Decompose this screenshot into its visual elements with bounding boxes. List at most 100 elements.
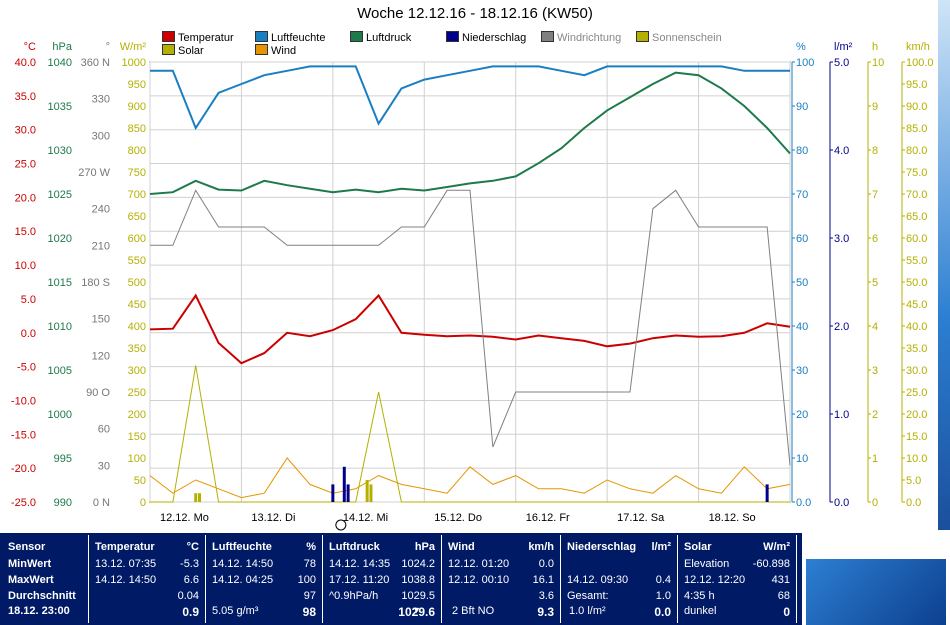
sunshine-axis-unit: h bbox=[872, 41, 878, 53]
column-divider bbox=[560, 535, 561, 623]
trend-down-icon: ▼ bbox=[412, 605, 421, 615]
legend-windrichtung: Windrichtung bbox=[541, 31, 621, 44]
pressure-tick-label: 995 bbox=[54, 453, 72, 465]
temperature-tick-label: 0.0 bbox=[21, 328, 36, 340]
wind-axis-unit: km/h bbox=[906, 41, 930, 53]
pressure-min: 1024.2 bbox=[401, 558, 435, 570]
temperature-tick-label: 30.0 bbox=[15, 125, 36, 137]
wind-tick-label: 15.0 bbox=[906, 431, 927, 443]
humidity-max: 100 bbox=[297, 574, 316, 586]
sunshine-tick-label: 1 bbox=[872, 453, 878, 465]
wind-header: Wind bbox=[448, 541, 475, 553]
temperature-tick-label: 35.0 bbox=[15, 91, 36, 103]
humidity-tick-label: 80 bbox=[796, 145, 808, 157]
humidity-tick-label: 20 bbox=[796, 409, 808, 421]
pressure-tick-label: 1035 bbox=[48, 101, 72, 113]
wind-min: 0.0 bbox=[538, 558, 554, 570]
humidity-tick-label: 0.0 bbox=[796, 497, 811, 509]
x-tick-label: 16.12. Fr bbox=[526, 512, 570, 524]
solar-column: Solar W/m² Elevation -60.898 12.12. 12:2… bbox=[678, 533, 796, 625]
column-divider bbox=[796, 535, 797, 623]
wind_direction-tick-label: 300 bbox=[92, 130, 110, 142]
rain-hour: 1.0 l/m² bbox=[569, 605, 606, 617]
solar-unit: W/m² bbox=[763, 541, 790, 553]
solar-tick-label: 500 bbox=[128, 277, 146, 289]
wind-tick-label: 0.0 bbox=[906, 497, 921, 509]
solar-tick-label: 400 bbox=[128, 321, 146, 333]
humidity-min: 78 bbox=[303, 558, 316, 570]
solar-tick-label: 600 bbox=[128, 233, 146, 245]
wind_direction-tick-label: 180 S bbox=[81, 277, 110, 289]
column-divider bbox=[441, 535, 442, 623]
x-tick-label: 14.12. Mi bbox=[343, 512, 388, 524]
legend-temperatur: Temperatur bbox=[162, 31, 234, 44]
pressure-tick-label: 1000 bbox=[48, 409, 72, 421]
legend-niederschlag: Niederschlag bbox=[446, 31, 526, 44]
solar-max-time: 12.12. 12:20 bbox=[684, 574, 746, 586]
bar-niederschlag bbox=[765, 484, 769, 502]
humidity-avg: 97 bbox=[303, 590, 316, 602]
plot-area bbox=[149, 61, 791, 503]
bar-niederschlag bbox=[331, 484, 335, 502]
wind-tick-label: 55.0 bbox=[906, 255, 927, 267]
row-labels: Sensor MinWert MaxWert Durchschnitt 18.1… bbox=[0, 533, 88, 625]
rain-max: 0.4 bbox=[655, 574, 671, 586]
bar-sonnenschein bbox=[194, 493, 198, 502]
humidity-tick-label: 50 bbox=[796, 277, 808, 289]
humidity-header: Luftfeuchte bbox=[212, 541, 272, 553]
rain-max-time: 14.12. 09:30 bbox=[567, 574, 629, 586]
rain-tick-label: 2.0 bbox=[834, 321, 849, 333]
temperature-unit: °C bbox=[186, 541, 199, 553]
x-tick-label: 18.12. So bbox=[709, 512, 756, 524]
pressure-current: 1029.6 bbox=[398, 605, 435, 619]
temperature-max-time: 14.12. 14:50 bbox=[95, 574, 157, 586]
rain-tick-label: 0.0 bbox=[834, 497, 849, 509]
humidity-tick-label: 10 bbox=[796, 453, 808, 465]
row-label-max: MaxWert bbox=[8, 574, 54, 586]
temperature-axis-unit: °C bbox=[24, 41, 36, 53]
solar-max: 431 bbox=[771, 574, 790, 586]
rain-tick-label: 3.0 bbox=[834, 233, 849, 245]
legend-wind: Wind bbox=[255, 44, 296, 57]
rain-total: 1.0 bbox=[655, 590, 671, 602]
wind-tick-label: 45.0 bbox=[906, 299, 927, 311]
solar-axis-unit: W/m² bbox=[120, 41, 147, 53]
wind-max-time: 12.12. 00:10 bbox=[448, 574, 510, 586]
pressure-max-time: 17.12. 11:20 bbox=[329, 574, 390, 586]
sunshine-tick-label: 5 bbox=[872, 277, 878, 289]
legend-solar: Solar bbox=[162, 44, 204, 57]
wind-column: Wind km/h 12.12. 01:20 0.0 12.12. 00:10 … bbox=[442, 533, 560, 625]
sunshine-tick-label: 3 bbox=[872, 365, 878, 377]
temperature-column: Temperatur °C 13.12. 07:35 -5.3 14.12. 1… bbox=[89, 533, 205, 625]
humidity-tick-label: 100 bbox=[796, 57, 814, 69]
sunshine-tick-label: 4 bbox=[872, 321, 878, 333]
solar-sun-hours: 4:35 h bbox=[684, 590, 715, 602]
desktop-background bbox=[938, 0, 950, 530]
temperature-tick-label: -5.0 bbox=[17, 362, 36, 374]
temperature-tick-label: 10.0 bbox=[15, 260, 36, 272]
wind-current: 9.3 bbox=[537, 605, 554, 619]
solar-tick-label: 850 bbox=[128, 123, 146, 135]
rain-tick-label: 4.0 bbox=[834, 145, 849, 157]
wind-tick-label: 60.0 bbox=[906, 233, 927, 245]
series-line-temperatur bbox=[149, 293, 791, 365]
pressure-tick-label: 1010 bbox=[48, 321, 72, 333]
temperature-max: 6.6 bbox=[183, 574, 199, 586]
wind-tick-label: 10.0 bbox=[906, 453, 927, 465]
humidity-current: 98 bbox=[302, 605, 316, 619]
wind-tick-label: 75.0 bbox=[906, 167, 927, 179]
wind_direction-tick-label: 270 W bbox=[78, 167, 110, 179]
sunshine-tick-label: 0 bbox=[872, 497, 878, 509]
legend-luftdruck: Luftdruck bbox=[350, 31, 411, 44]
pressure-tick-label: 1030 bbox=[48, 145, 72, 157]
column-divider bbox=[88, 535, 89, 623]
wind-min-time: 12.12. 01:20 bbox=[448, 558, 510, 570]
solar-tick-label: 700 bbox=[128, 189, 146, 201]
temperature-min: -5.3 bbox=[180, 558, 199, 570]
solar-tick-label: 900 bbox=[128, 101, 146, 113]
series-line-solar bbox=[150, 365, 790, 503]
solar-tick-label: 1000 bbox=[122, 57, 146, 69]
rain-total-label: Gesamt: bbox=[567, 590, 609, 602]
pressure-tick-label: 1015 bbox=[48, 277, 72, 289]
solar-tick-label: 100 bbox=[128, 453, 146, 465]
